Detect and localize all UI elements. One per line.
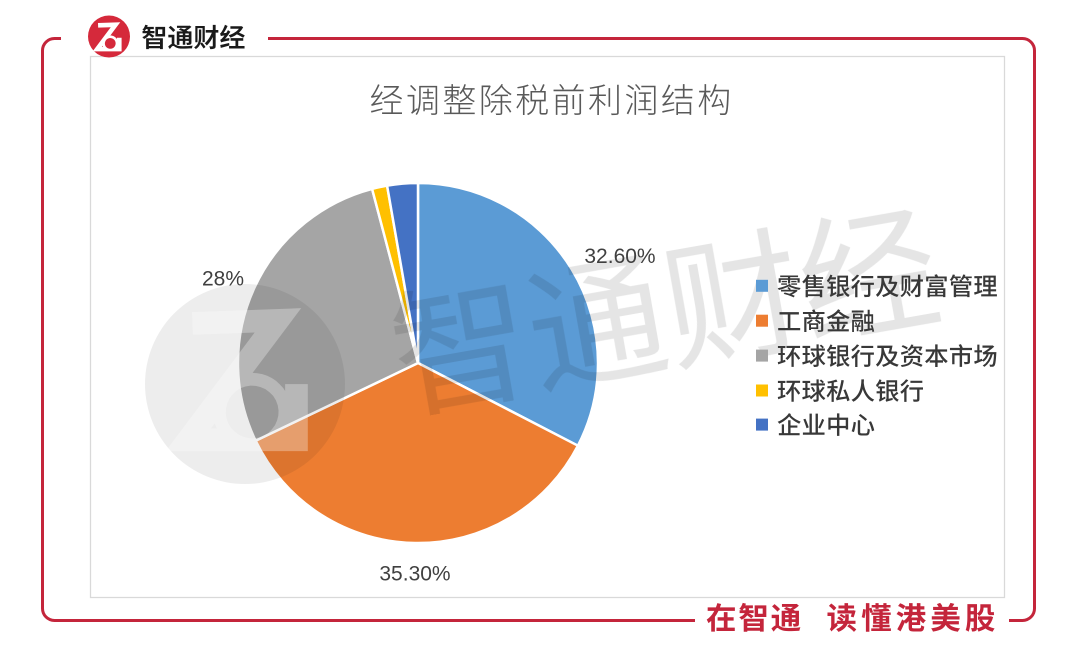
svg-text:32.60%: 32.60% xyxy=(584,245,655,268)
svg-text:35.30%: 35.30% xyxy=(379,563,450,586)
svg-text:28%: 28% xyxy=(202,268,244,291)
